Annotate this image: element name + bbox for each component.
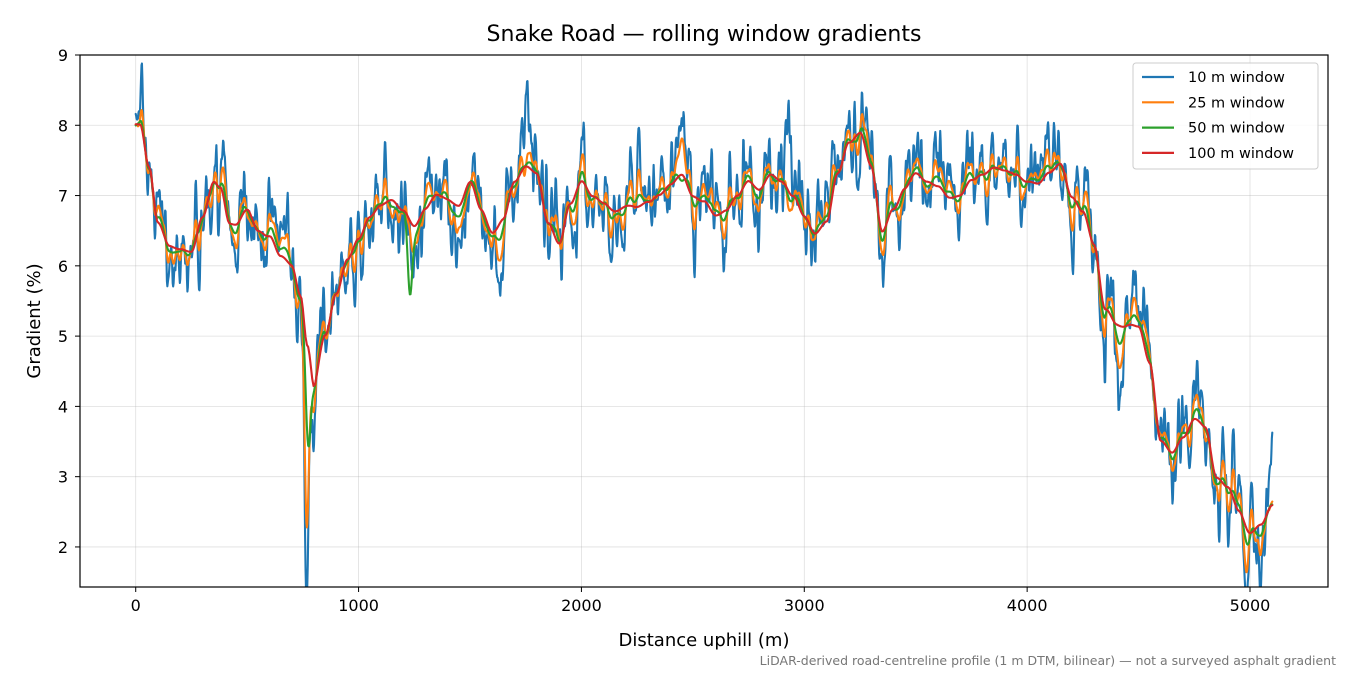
y-tick-label: 4 [58, 397, 68, 416]
y-tick-label: 7 [58, 187, 68, 206]
x-tick-label: 4000 [1007, 596, 1048, 615]
chart-title: Snake Road — rolling window gradients [487, 22, 922, 47]
y-tick-label: 5 [58, 327, 68, 346]
y-axis-ticks: 2 3 4 5 6 7 8 9 [58, 46, 80, 557]
x-axis-ticks: 0 1000 2000 3000 4000 5000 [131, 587, 1271, 615]
y-tick-label: 3 [58, 468, 68, 487]
y-tick-label: 6 [58, 257, 68, 276]
plot-frame [79, 54, 1329, 588]
x-tick-label: 1000 [338, 596, 379, 615]
series-lines [134, 62, 1274, 587]
y-tick-label: 9 [58, 46, 68, 65]
x-tick-label: 3000 [784, 596, 825, 615]
legend-label: 25 m window [1188, 95, 1285, 111]
legend-label: 50 m window [1188, 121, 1285, 137]
y-tick-label: 8 [58, 116, 68, 135]
legend-label: 10 m window [1188, 70, 1285, 86]
series-line-100m [134, 123, 1274, 535]
x-tick-label: 5000 [1230, 596, 1271, 615]
x-tick-label: 0 [131, 596, 141, 615]
x-axis-label: Distance uphill (m) [619, 630, 790, 651]
y-axis-label: Gradient (%) [24, 263, 45, 378]
legend-box [1132, 62, 1319, 170]
y-tick-label: 2 [58, 538, 68, 557]
legend-label: 100 m window [1188, 146, 1294, 162]
series-line-50m [134, 119, 1274, 546]
chart-caption: LiDAR-derived road-centreline profile (1… [760, 653, 1336, 668]
legend: 10 m window 25 m window 50 m window 100 m w… [1132, 62, 1319, 170]
x-tick-label: 2000 [561, 596, 602, 615]
